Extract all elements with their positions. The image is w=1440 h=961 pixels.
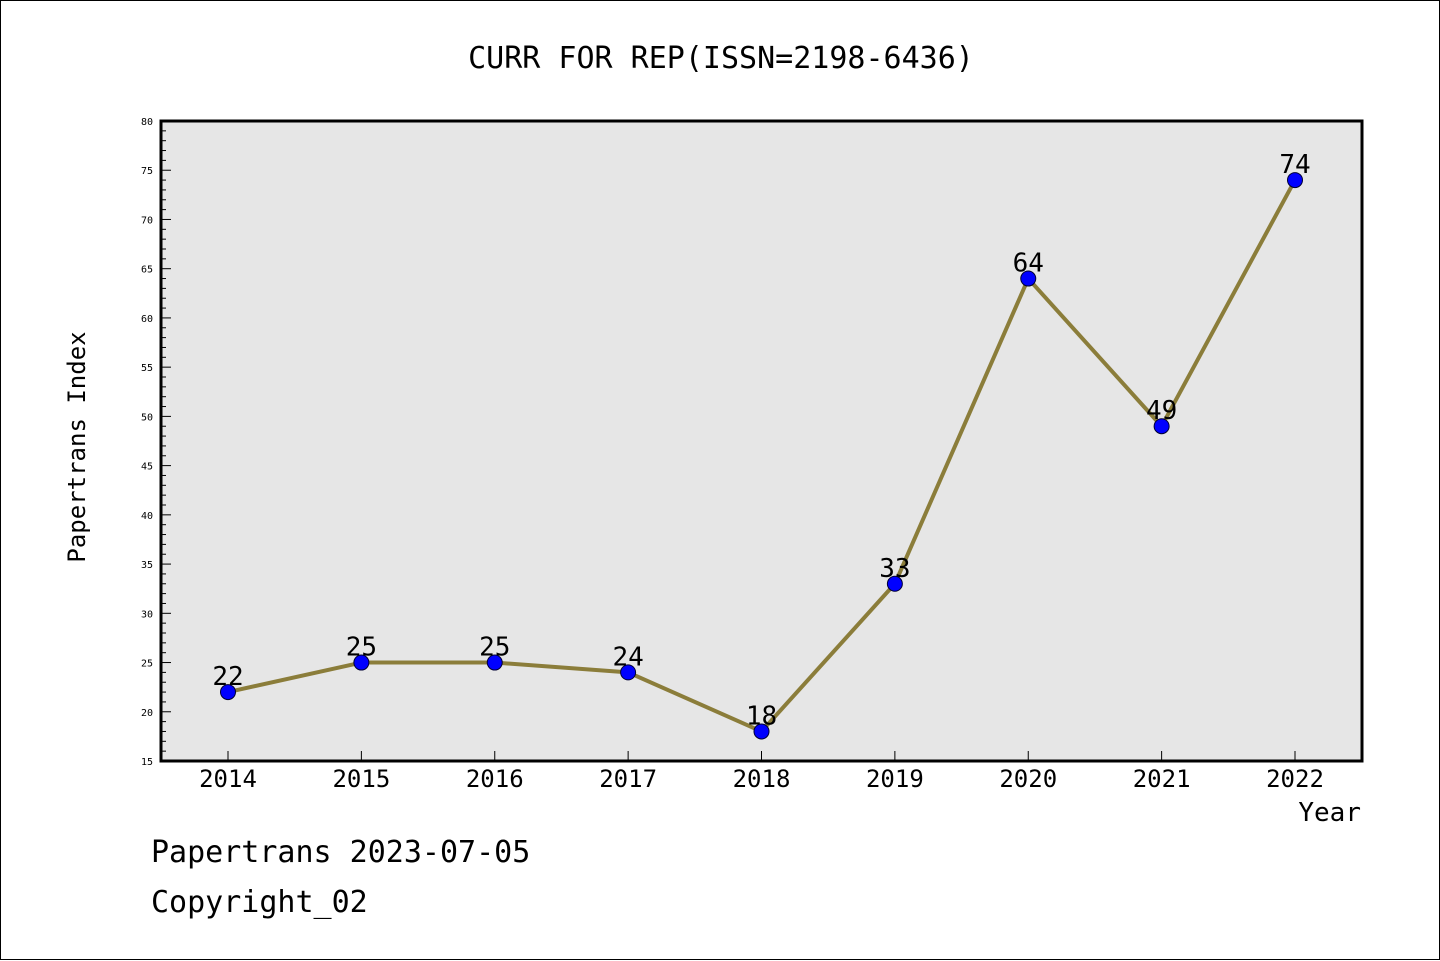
y-tick-label: 55	[141, 363, 153, 374]
x-tick-label: 2014	[199, 765, 257, 793]
x-tick-label: 2018	[733, 765, 791, 793]
y-tick-label: 80	[141, 117, 153, 128]
plot-area	[161, 121, 1362, 761]
data-label: 74	[1279, 150, 1310, 180]
plot-border	[159, 119, 1364, 763]
data-label: 22	[212, 662, 243, 692]
footer-copyright: Copyright_02	[151, 885, 368, 920]
data-point	[486, 654, 503, 671]
x-tick-label: 2017	[599, 765, 657, 793]
data-label: 25	[346, 633, 377, 663]
y-tick-label: 65	[141, 265, 153, 276]
series-layer	[220, 172, 1303, 740]
x-axis-ticks: 2014 2015 2016 2017 2018 2019 2020 2021 2022	[199, 751, 1324, 793]
data-label: 33	[879, 554, 910, 584]
data-point	[1287, 172, 1303, 189]
x-tick-label: 2019	[866, 765, 924, 793]
y-tick-label: 20	[141, 708, 153, 719]
y-tick-label: 35	[141, 560, 153, 571]
data-point	[1153, 418, 1170, 435]
data-labels-layer: 22 25 25 24 18 33 64 49 74	[212, 150, 1310, 731]
y-tick-label: 50	[141, 412, 153, 423]
data-label: 64	[1013, 249, 1044, 279]
footer-date: Papertrans 2023-07-05	[151, 835, 531, 870]
data-label: 18	[746, 701, 777, 731]
x-axis-label: Year	[1298, 798, 1361, 828]
y-tick-label: 60	[141, 314, 153, 325]
y-tick-label: 75	[141, 166, 153, 177]
x-tick-label: 2022	[1266, 765, 1324, 793]
data-point	[353, 654, 370, 671]
data-label: 24	[612, 642, 643, 672]
data-label: 25	[479, 633, 510, 663]
y-tick-label: 70	[141, 215, 153, 226]
y-tick-label: 45	[141, 462, 153, 473]
data-label: 49	[1146, 396, 1177, 426]
data-point	[753, 723, 770, 740]
chart-title: CURR FOR REP(ISSN=2198-6436)	[468, 41, 974, 76]
y-tick-label: 15	[141, 757, 153, 768]
x-tick-label: 2020	[999, 765, 1057, 793]
y-axis-label: Papertrans Index	[63, 331, 91, 562]
y-tick-label: 25	[141, 659, 153, 670]
data-point	[886, 575, 903, 592]
data-point	[1020, 270, 1037, 287]
x-tick-label: 2015	[332, 765, 390, 793]
y-tick-label: 40	[141, 511, 153, 522]
y-tick-label: 30	[141, 609, 153, 620]
data-point	[220, 684, 236, 701]
x-tick-label: 2021	[1133, 765, 1191, 793]
data-point	[620, 664, 637, 681]
x-tick-label: 2016	[466, 765, 524, 793]
